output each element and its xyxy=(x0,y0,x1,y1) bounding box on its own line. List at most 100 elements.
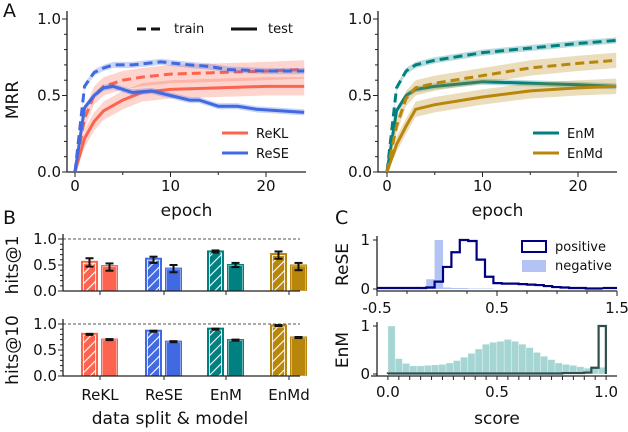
line-ReSE-train xyxy=(73,60,305,173)
band-ReSE-test xyxy=(75,83,305,172)
x-tick-label: 20 xyxy=(568,177,587,195)
band-ReSE-train xyxy=(75,58,305,172)
histogram-bin-negative xyxy=(511,341,519,375)
line-ReKL-train xyxy=(73,67,305,173)
hatch-fill xyxy=(83,262,96,291)
y-tick-label: 0 xyxy=(360,365,370,383)
bar-EnM-test xyxy=(227,339,244,376)
y-tick-label: 1 xyxy=(360,231,370,249)
hatch-fill xyxy=(209,252,222,291)
bar-ReKL-test xyxy=(101,338,118,376)
hatch-fill xyxy=(209,329,222,376)
x-axis-label: data split & model xyxy=(92,409,248,429)
hatch-fill xyxy=(147,259,160,291)
y-tick-label: 0.5 xyxy=(348,87,372,105)
x-axis-label: score xyxy=(474,409,520,429)
y-tick-label: 1.0 xyxy=(348,10,372,28)
y-tick-label: 1.0 xyxy=(37,10,61,28)
hatch-fill xyxy=(272,326,285,376)
histogram-bin-negative xyxy=(453,360,461,375)
x-axis-label: epoch xyxy=(472,201,524,221)
histogram-bin-negative xyxy=(460,356,469,375)
y-axis-label: hits@10 xyxy=(3,315,23,385)
legend-swatch-positive xyxy=(521,240,547,253)
legend-label-EnMd: EnMd xyxy=(567,147,603,162)
line-EnM-test xyxy=(385,80,617,173)
histogram-bin-negative xyxy=(426,279,435,289)
y-axis-label: EnM xyxy=(333,332,353,368)
x-tick-label: 1.0 xyxy=(594,383,618,401)
line-ReKL-test xyxy=(73,84,305,173)
x-tick-label: 1.5 xyxy=(605,299,628,317)
histogram-bin-negative xyxy=(540,355,548,375)
x-tick-label-EnMd: EnMd xyxy=(268,386,309,404)
y-tick-label: 0.0 xyxy=(37,163,61,181)
legend-label-train: train xyxy=(174,22,204,37)
histogram-positive-outline xyxy=(386,324,607,375)
histogram-bin-negative xyxy=(394,358,403,375)
histogram-bin-negative xyxy=(496,341,505,375)
histogram-bin-negative xyxy=(459,288,469,289)
x-axis-label: epoch xyxy=(161,201,213,221)
x-tick-label: -0.5 xyxy=(362,299,391,317)
x-tick-label: 0.0 xyxy=(376,383,400,401)
panel-label-a: A xyxy=(3,0,16,22)
histogram-bin-negative xyxy=(467,353,476,375)
x-tick-label-ReSE: ReSE xyxy=(145,386,183,404)
x-tick-label-ReKL: ReKL xyxy=(81,386,119,404)
histogram-bin-negative xyxy=(525,347,534,375)
panel-label-b: B xyxy=(3,207,16,229)
line-EnMd-test xyxy=(385,84,617,173)
y-tick-label: 0.5 xyxy=(33,256,57,274)
legend-label-EnM: EnM xyxy=(567,127,595,142)
line-EnMd-train xyxy=(385,58,617,173)
x-tick-label-EnM: EnM xyxy=(210,386,242,404)
legend-label-ReSE: ReSE xyxy=(256,147,289,162)
histogram-bin-negative xyxy=(489,342,498,375)
x-tick-label: 20 xyxy=(256,177,275,195)
line-ReSE-test xyxy=(73,84,305,173)
bar-EnMd-test xyxy=(290,264,307,291)
histogram-positive-outline xyxy=(416,238,604,290)
bar-EnM-test xyxy=(227,263,244,291)
y-tick-label: 0.5 xyxy=(33,341,57,359)
x-tick-label: 0.5 xyxy=(485,383,509,401)
legend-label-positive: positive xyxy=(555,240,606,255)
legend-label-negative: negative xyxy=(555,259,612,274)
histogram-bin-negative xyxy=(434,240,443,289)
hatch-fill xyxy=(147,331,160,376)
bar-EnMd-test xyxy=(290,336,307,376)
legend-label-ReKL: ReKL xyxy=(256,127,289,142)
histogram-bin-negative xyxy=(547,359,556,375)
panel-label-c: C xyxy=(335,207,348,229)
histogram-bin-negative xyxy=(443,287,452,289)
x-tick-label: 0.5 xyxy=(485,299,509,317)
y-tick-label: 1.0 xyxy=(33,315,57,333)
y-tick-label: 0.0 xyxy=(33,367,57,385)
y-axis-label: ReSE xyxy=(333,243,353,286)
y-tick-label: 0.0 xyxy=(33,282,57,300)
hatch-fill xyxy=(272,255,285,291)
histogram-bin-negative xyxy=(518,343,527,375)
hatch-fill xyxy=(83,334,96,376)
histogram-bin-negative xyxy=(474,348,483,375)
band-ReKL-test xyxy=(75,77,305,172)
legend-swatch-negative xyxy=(522,260,546,272)
bar-ReSE-test xyxy=(165,340,182,376)
line-EnM-train xyxy=(385,38,617,173)
histogram-bin-negative xyxy=(503,339,512,375)
y-tick-label: 1 xyxy=(360,317,370,335)
x-tick-label: 0 xyxy=(70,177,80,195)
bar-ReSE-test xyxy=(165,267,182,291)
x-tick-label: 0 xyxy=(382,177,392,195)
bar-ReKL-test xyxy=(101,265,118,291)
histogram-bin-negative xyxy=(445,362,454,375)
histogram-bin-negative xyxy=(402,363,410,375)
y-tick-label: 0.5 xyxy=(37,87,61,105)
histogram-bin-negative xyxy=(387,325,396,375)
y-axis-label: MRR xyxy=(3,81,23,119)
histogram-bin-negative xyxy=(482,343,490,375)
y-tick-label: 0.0 xyxy=(348,163,372,181)
y-axis-label: hits@1 xyxy=(3,236,23,295)
